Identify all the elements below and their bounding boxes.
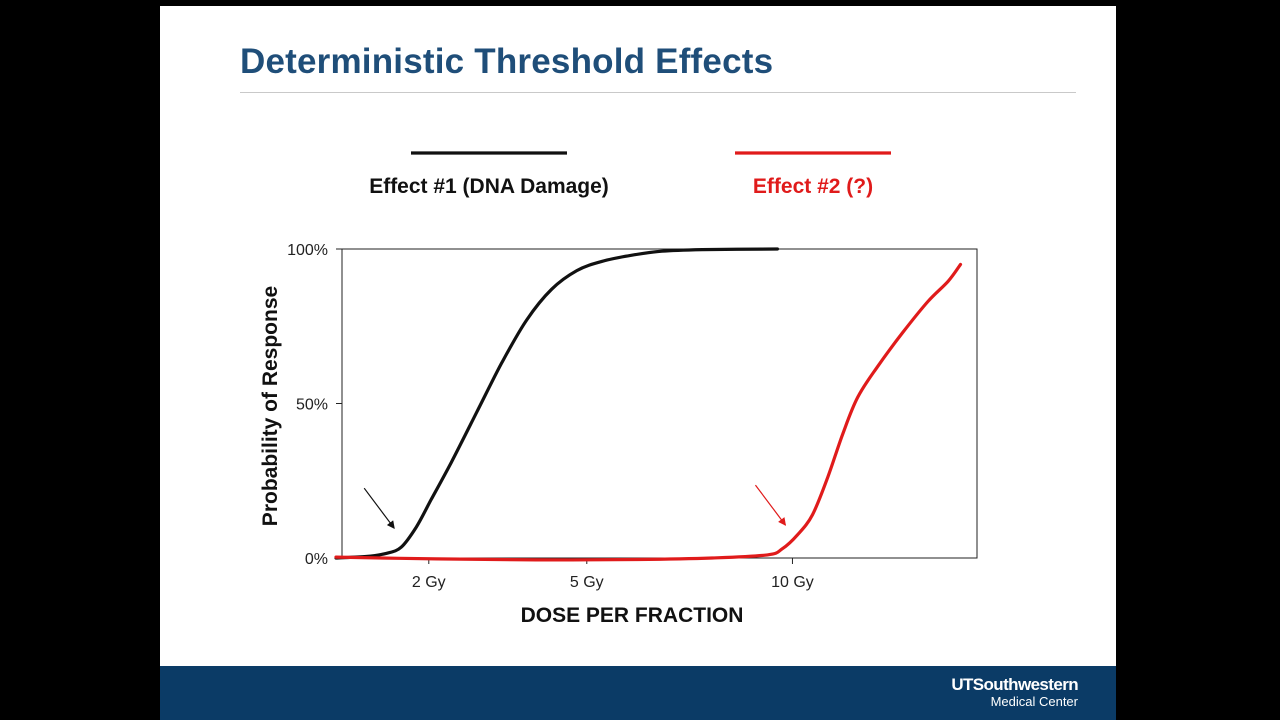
logo-main-text: UTSouthwestern bbox=[951, 675, 1078, 694]
legend-label-2: Effect #2 (?) bbox=[753, 175, 873, 198]
y-axis-title: Probability of Response bbox=[259, 286, 282, 526]
threshold-arrow-2 bbox=[754, 484, 787, 526]
plot-frame bbox=[341, 248, 978, 559]
slide-title: Deterministic Threshold Effects bbox=[240, 42, 774, 81]
x-tick-label-10-gy: 10 Gy bbox=[771, 574, 814, 591]
x-tick-label-5-gy: 5 Gy bbox=[570, 574, 604, 591]
axis-ticks: 0% 50% 100% 2 Gy 5 Gy 10 Gy bbox=[287, 242, 814, 591]
chart: Effect #1 (DNA Damage) Effect #2 (?) 0% 50… bbox=[259, 151, 978, 627]
institution-logo: UTSouthwestern Medical Center bbox=[951, 676, 1078, 708]
series-lines bbox=[334, 247, 963, 562]
threshold-arrow-1 bbox=[363, 487, 395, 529]
slide: Deterministic Threshold Effects Effect #… bbox=[160, 6, 1116, 720]
x-axis-title: DOSE PER FRACTION bbox=[521, 604, 744, 627]
x-tick-label-2-gy: 2 Gy bbox=[412, 574, 446, 591]
legend-label-1: Effect #1 (DNA Damage) bbox=[369, 175, 609, 198]
series-line-1 bbox=[334, 247, 779, 560]
title-divider bbox=[240, 92, 1076, 93]
series-line-2 bbox=[334, 262, 963, 562]
y-tick-label-50: 50% bbox=[296, 397, 328, 414]
y-tick-label-100: 100% bbox=[287, 242, 328, 259]
footer-bar: UTSouthwestern Medical Center bbox=[160, 666, 1116, 720]
legend: Effect #1 (DNA Damage) Effect #2 (?) bbox=[369, 151, 891, 198]
threshold-arrows bbox=[363, 484, 787, 529]
logo-sub-text: Medical Center bbox=[990, 694, 1078, 709]
y-tick-label-0: 0% bbox=[305, 551, 328, 568]
